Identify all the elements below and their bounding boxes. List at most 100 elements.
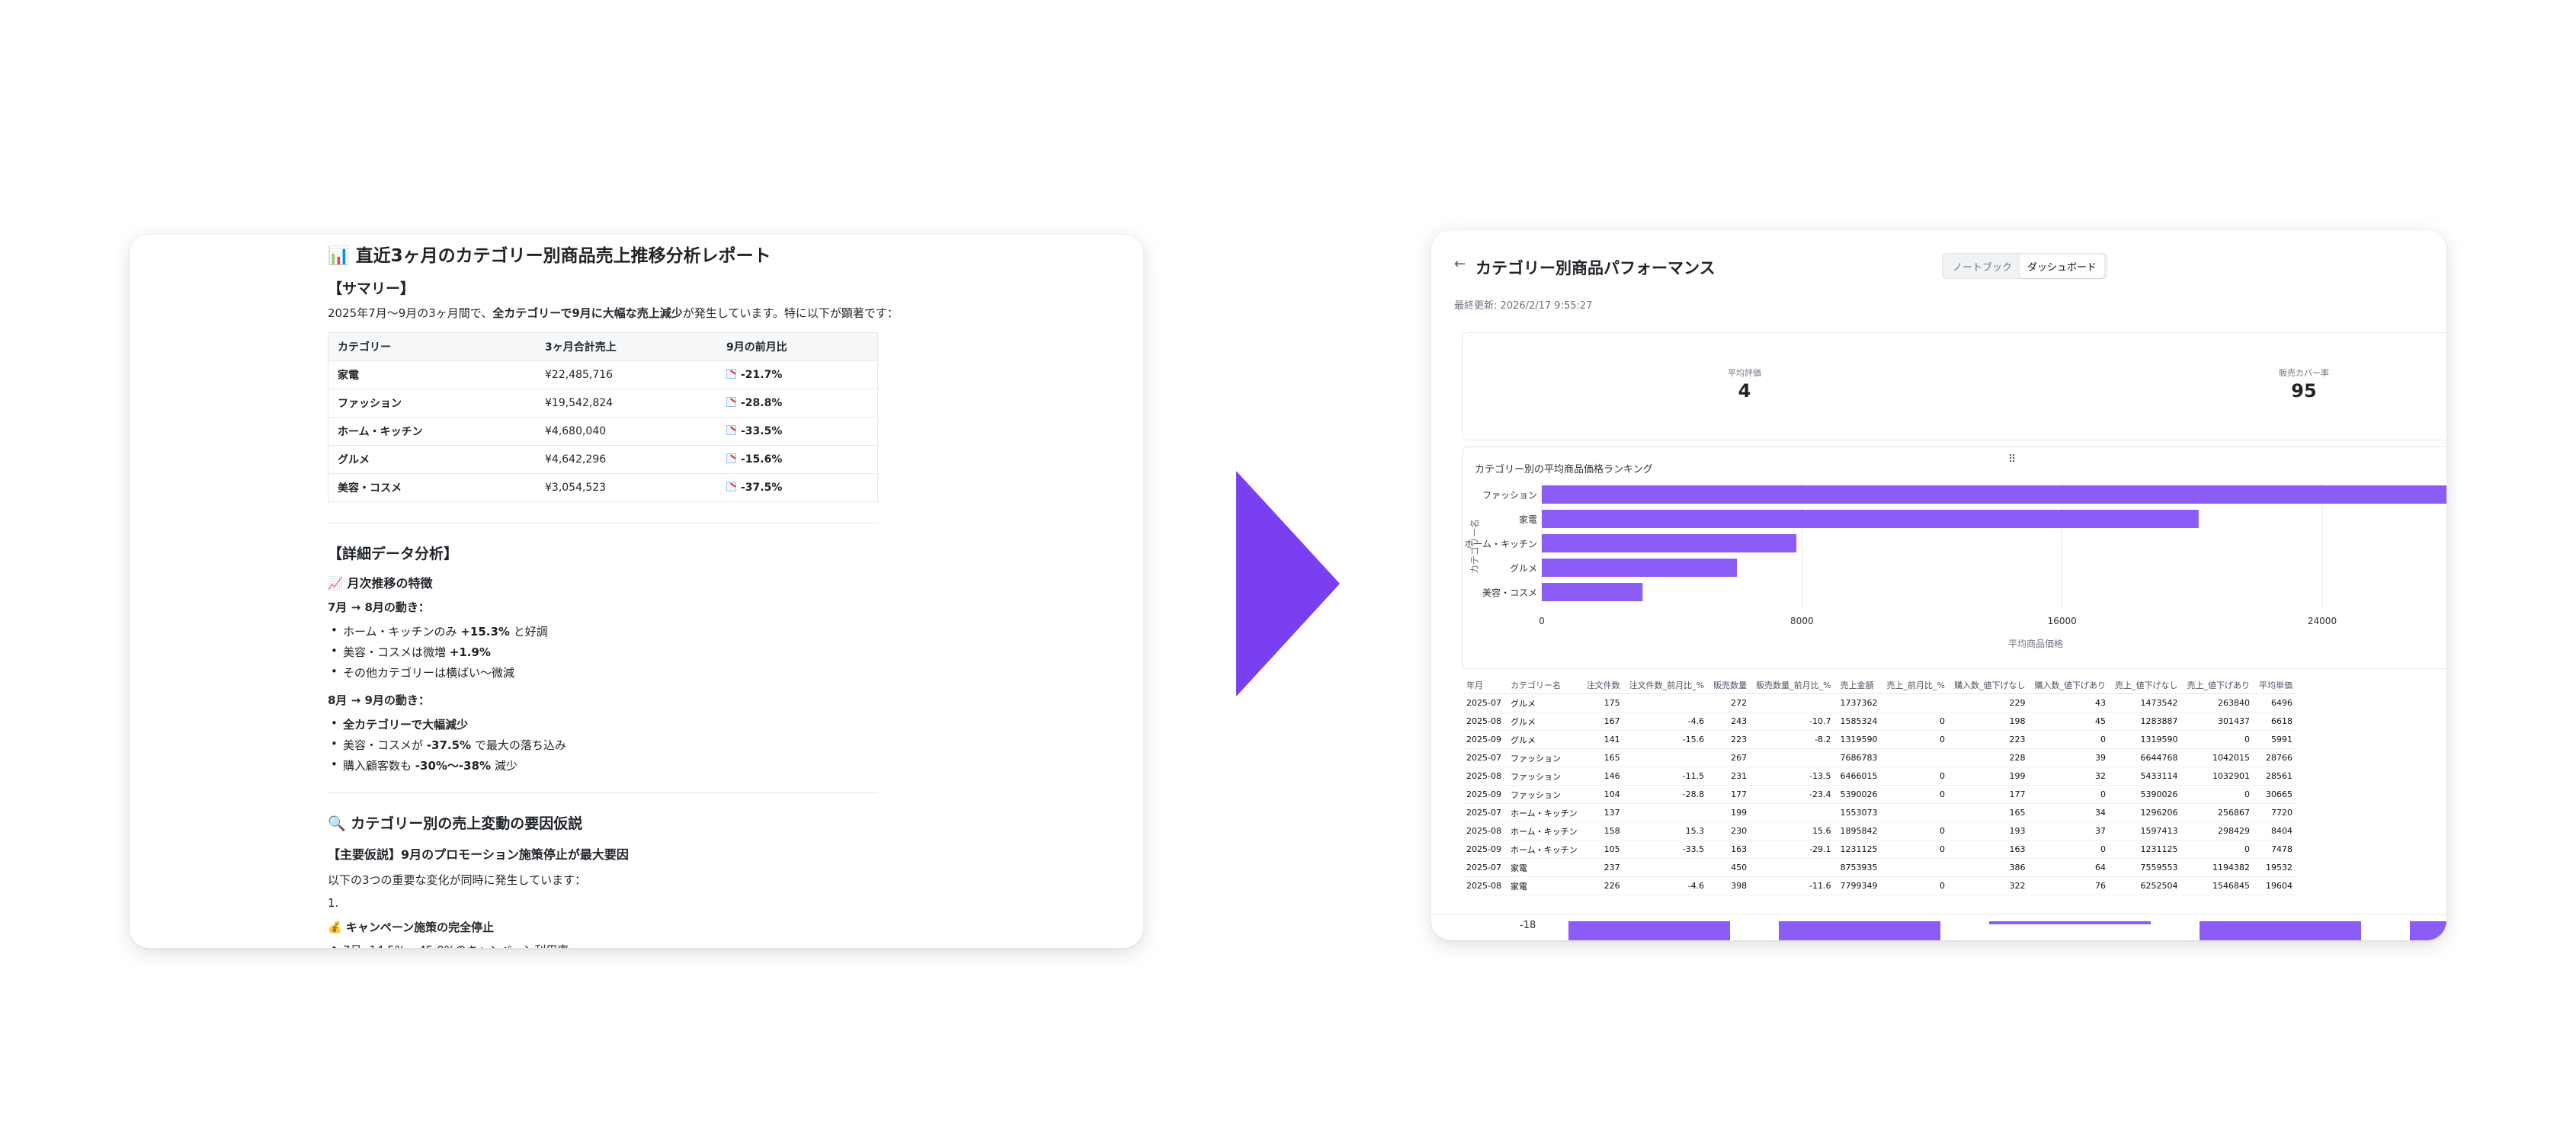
transition-arrow-icon	[1236, 471, 1340, 696]
table-cell: 237	[1581, 858, 1625, 877]
tab-notebook[interactable]: ノートブック	[1953, 261, 2013, 274]
table-cell: 105	[1581, 840, 1625, 859]
table-cell: 386	[1950, 858, 2030, 877]
summary-heading: 【サマリー】	[328, 280, 415, 297]
table-column-header[interactable]: 平均単価	[2254, 677, 2297, 694]
chart-title: カテゴリー別の平均商品価格ランキング	[1475, 464, 1653, 475]
drag-handle-icon[interactable]: ⠿	[2008, 453, 2016, 466]
table-cell: 1597413	[2110, 821, 2183, 840]
table-cell: 5433114	[2110, 767, 2183, 786]
cell-category: ホーム・キッチン	[328, 417, 536, 446]
table-cell: 198	[1950, 712, 2030, 731]
table-cell: 141	[1581, 730, 1625, 749]
x-axis-label: 平均商品価格	[2008, 638, 2063, 649]
table-cell: 5390026	[2110, 785, 2183, 804]
table-cell: 32	[2030, 767, 2110, 786]
table-cell: 228	[1950, 748, 2030, 767]
table-column-header[interactable]: 販売数量_前月比_%	[1751, 677, 1836, 694]
table-cell: 137	[1581, 803, 1625, 822]
table-column-header[interactable]: 売上_値下げあり	[2182, 677, 2254, 694]
table-cell: 158	[1581, 821, 1625, 840]
table-cell: 家電	[1505, 858, 1582, 877]
col-total: 3ヶ月合計売上	[536, 332, 717, 361]
kpi-avg-rating: 平均評価 4	[1706, 367, 1783, 402]
table-cell: 199	[1709, 803, 1752, 822]
hypothesis-text: 以下の3つの重要な変化が同時に発生しています：	[328, 873, 587, 887]
table-column-header[interactable]: 購入数_値下げあり	[2030, 677, 2110, 694]
table-cell: 1473542	[2110, 693, 2183, 712]
bar	[1542, 534, 1797, 552]
table-column-header[interactable]: 売上_値下げなし	[2110, 677, 2183, 694]
summary-table-header: カテゴリー 3ヶ月合計売上 9月の前月比	[328, 332, 878, 361]
chart-decreasing-icon	[726, 482, 736, 491]
table-cell: 0	[2030, 785, 2110, 804]
jul-aug-heading: 7月 → 8月の動き：	[328, 600, 430, 614]
table-cell: 2025-07	[1462, 803, 1506, 822]
cell-mom: -37.5%	[717, 473, 878, 502]
data-table-header: 年月 カテゴリー名 注文件数 注文件数_前月比_% 販売数量 販売数量_前月比_% 売上金額…	[1462, 677, 2297, 694]
table-cell: -15.6	[1624, 730, 1709, 749]
cell-mom: -21.7%	[717, 360, 878, 389]
chart-decreasing-icon	[726, 425, 736, 435]
table-cell: 7720	[2254, 803, 2297, 822]
table-cell: 34	[2030, 803, 2110, 822]
table-row: 2025-09 グルメ 141 -15.6 223 -8.2 1319590 0 223 0 131…	[1462, 730, 2297, 749]
data-table: 年月 カテゴリー名 注文件数 注文件数_前月比_% 販売数量 販売数量_前月比_% 売上金額…	[1462, 677, 2297, 895]
table-column-header[interactable]: 購入数_値下げなし	[1950, 677, 2030, 694]
table-cell: -28.8	[1624, 785, 1709, 804]
next-chart-preview: -18	[1431, 914, 2446, 940]
table-cell: 43	[2030, 693, 2110, 712]
table-row: 2025-07 ファッション 165 267 7686783 228 39 6644768 10…	[1462, 748, 2297, 767]
detail-heading: 【詳細データ分析】	[328, 546, 459, 562]
tab-dashboard[interactable]: ダッシュボード	[2020, 254, 2105, 278]
list-item: 購入顧客数も -30%〜-38% 減少	[331, 757, 517, 773]
summary-table: カテゴリー 3ヶ月合計売上 9月の前月比 家電 ¥22,485,716 -21.…	[328, 332, 878, 502]
table-column-header[interactable]: 年月	[1462, 677, 1506, 694]
table-cell: 8753935	[1835, 858, 1882, 877]
table-cell: 0	[2030, 840, 2110, 859]
table-cell: 1032901	[2182, 767, 2254, 786]
arrow-left-icon[interactable]: ←	[1454, 256, 1466, 272]
table-cell: 2025-08	[1462, 821, 1506, 840]
list-item: 全カテゴリーで大幅減少	[331, 716, 468, 732]
table-cell: 231	[1709, 767, 1752, 786]
table-cell: 1231125	[2110, 840, 2183, 859]
table-cell: 2025-07	[1462, 693, 1506, 712]
table-cell: -33.5	[1624, 840, 1709, 859]
table-column-header[interactable]: 売上_前月比_%	[1882, 677, 1950, 694]
x-tick-label: 24000	[2308, 616, 2337, 626]
data-table-panel: 年月 カテゴリー名 注文件数 注文件数_前月比_% 販売数量 販売数量_前月比_% 売上金額…	[1462, 677, 2446, 901]
table-cell: 7559553	[2110, 858, 2183, 877]
table-cell: 256867	[2182, 803, 2254, 822]
table-cell: -10.7	[1751, 712, 1836, 731]
table-cell: 1737362	[1835, 693, 1882, 712]
y-tick-label: ファッション	[1482, 490, 1537, 501]
cell-category: 家電	[328, 360, 536, 389]
table-column-header[interactable]: 売上金額	[1835, 677, 1882, 694]
table-column-header[interactable]: カテゴリー名	[1505, 677, 1582, 694]
col-mom: 9月の前月比	[717, 332, 878, 361]
table-row: 2025-08 ホーム・キッチン 158 15.3 230 15.6 1895842 0 193…	[1462, 821, 2297, 840]
table-cell: 0	[1882, 840, 1950, 859]
table-cell	[1624, 748, 1709, 767]
table-cell: 2025-07	[1462, 858, 1506, 877]
table-cell: 1895842	[1835, 821, 1882, 840]
chart-decreasing-icon	[726, 453, 736, 463]
table-cell	[1882, 858, 1950, 877]
table-cell: 0	[1882, 730, 1950, 749]
table-cell: 193	[1950, 821, 2030, 840]
preview-bar	[2410, 921, 2446, 940]
table-cell: 1194382	[2182, 858, 2254, 877]
kpi-coverage: 販売カバー率 95	[2266, 367, 2342, 402]
table-column-header[interactable]: 注文件数_前月比_%	[1624, 677, 1709, 694]
table-column-header[interactable]: 注文件数	[1581, 677, 1625, 694]
table-column-header[interactable]: 販売数量	[1709, 677, 1752, 694]
table-cell: 322	[1950, 876, 2030, 895]
y-tick-label: グルメ	[1510, 563, 1537, 574]
table-cell: 167	[1581, 712, 1625, 731]
table-cell: 298429	[2182, 821, 2254, 840]
table-cell: 7478	[2254, 840, 2297, 859]
aug-sep-heading: 8月 → 9月の動き：	[328, 693, 430, 707]
cell-mom: -28.8%	[717, 389, 878, 418]
table-cell: 15.3	[1624, 821, 1709, 840]
